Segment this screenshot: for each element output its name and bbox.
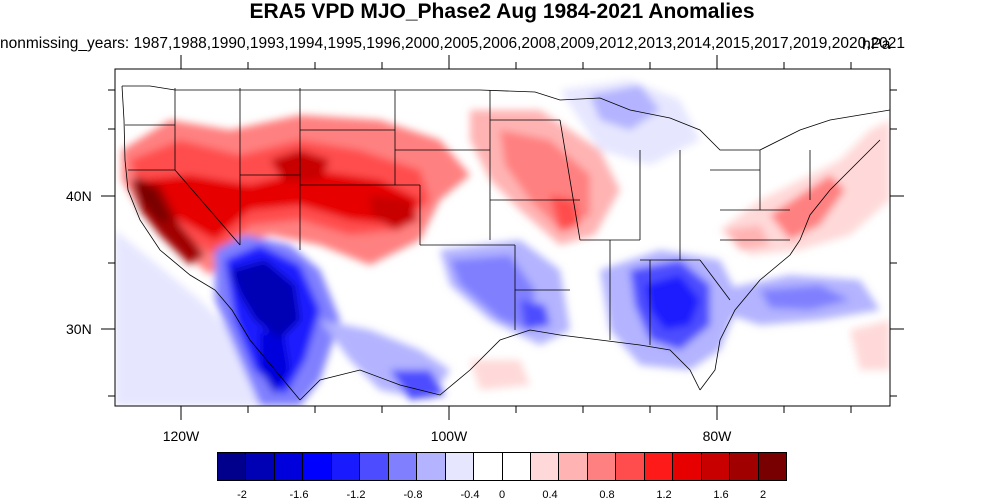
- colorbar-swatch: [303, 453, 332, 480]
- colorbar-swatch: [616, 453, 645, 480]
- colorbar-swatch: [530, 453, 560, 480]
- colorbar-swatch: [701, 453, 731, 480]
- colorbar-label: 1.2: [656, 489, 672, 501]
- colorbar-label: -2: [237, 489, 247, 501]
- colorbar-swatch: [331, 453, 361, 480]
- lon-label-100w: 100W: [430, 428, 468, 444]
- colorbar-label: 0: [498, 489, 506, 501]
- units-label: hPa: [862, 36, 891, 53]
- colorbar-swatch: [673, 453, 702, 480]
- colorbar-label: 1.6: [713, 489, 729, 501]
- colorbar-swatch: [218, 453, 247, 480]
- colorbar-swatch: [758, 453, 787, 480]
- colorbar-swatch: [246, 453, 275, 480]
- colorbar-swatch: [274, 453, 304, 480]
- colorbar: [217, 452, 787, 481]
- colorbar-label: -1.6: [289, 489, 309, 501]
- colorbar-swatch: [502, 453, 531, 480]
- colorbar-label: 0.4: [542, 489, 558, 501]
- colorbar-label: 0.8: [599, 489, 615, 501]
- colorbar-swatch: [559, 453, 588, 480]
- colorbar-label: -1.2: [346, 489, 366, 501]
- map-subtitle: nonmissing_years: 1987,1988,1990,1993,19…: [0, 35, 905, 52]
- colorbar-label: 2: [759, 489, 767, 501]
- colorbar-swatch: [417, 453, 446, 480]
- lat-label-40n: 40N: [66, 188, 92, 204]
- colorbar-swatch: [474, 453, 503, 480]
- colorbar-swatch: [730, 453, 759, 480]
- lon-label-80w: 80W: [702, 428, 732, 444]
- colorbar-swatch: [388, 453, 418, 480]
- map-title: ERA5 VPD MJO_Phase2 Aug 1984-2021 Anomal…: [249, 0, 755, 23]
- colorbar-swatch: [644, 453, 674, 480]
- colorbar-label: -0.8: [403, 489, 423, 501]
- lat-label-30n: 30N: [66, 321, 92, 337]
- colorbar-swatch: [445, 453, 475, 480]
- colorbar-swatch: [360, 453, 389, 480]
- colorbar-label: -0.4: [460, 489, 480, 501]
- lon-label-120w: 120W: [162, 428, 200, 444]
- colorbar-swatch: [587, 453, 617, 480]
